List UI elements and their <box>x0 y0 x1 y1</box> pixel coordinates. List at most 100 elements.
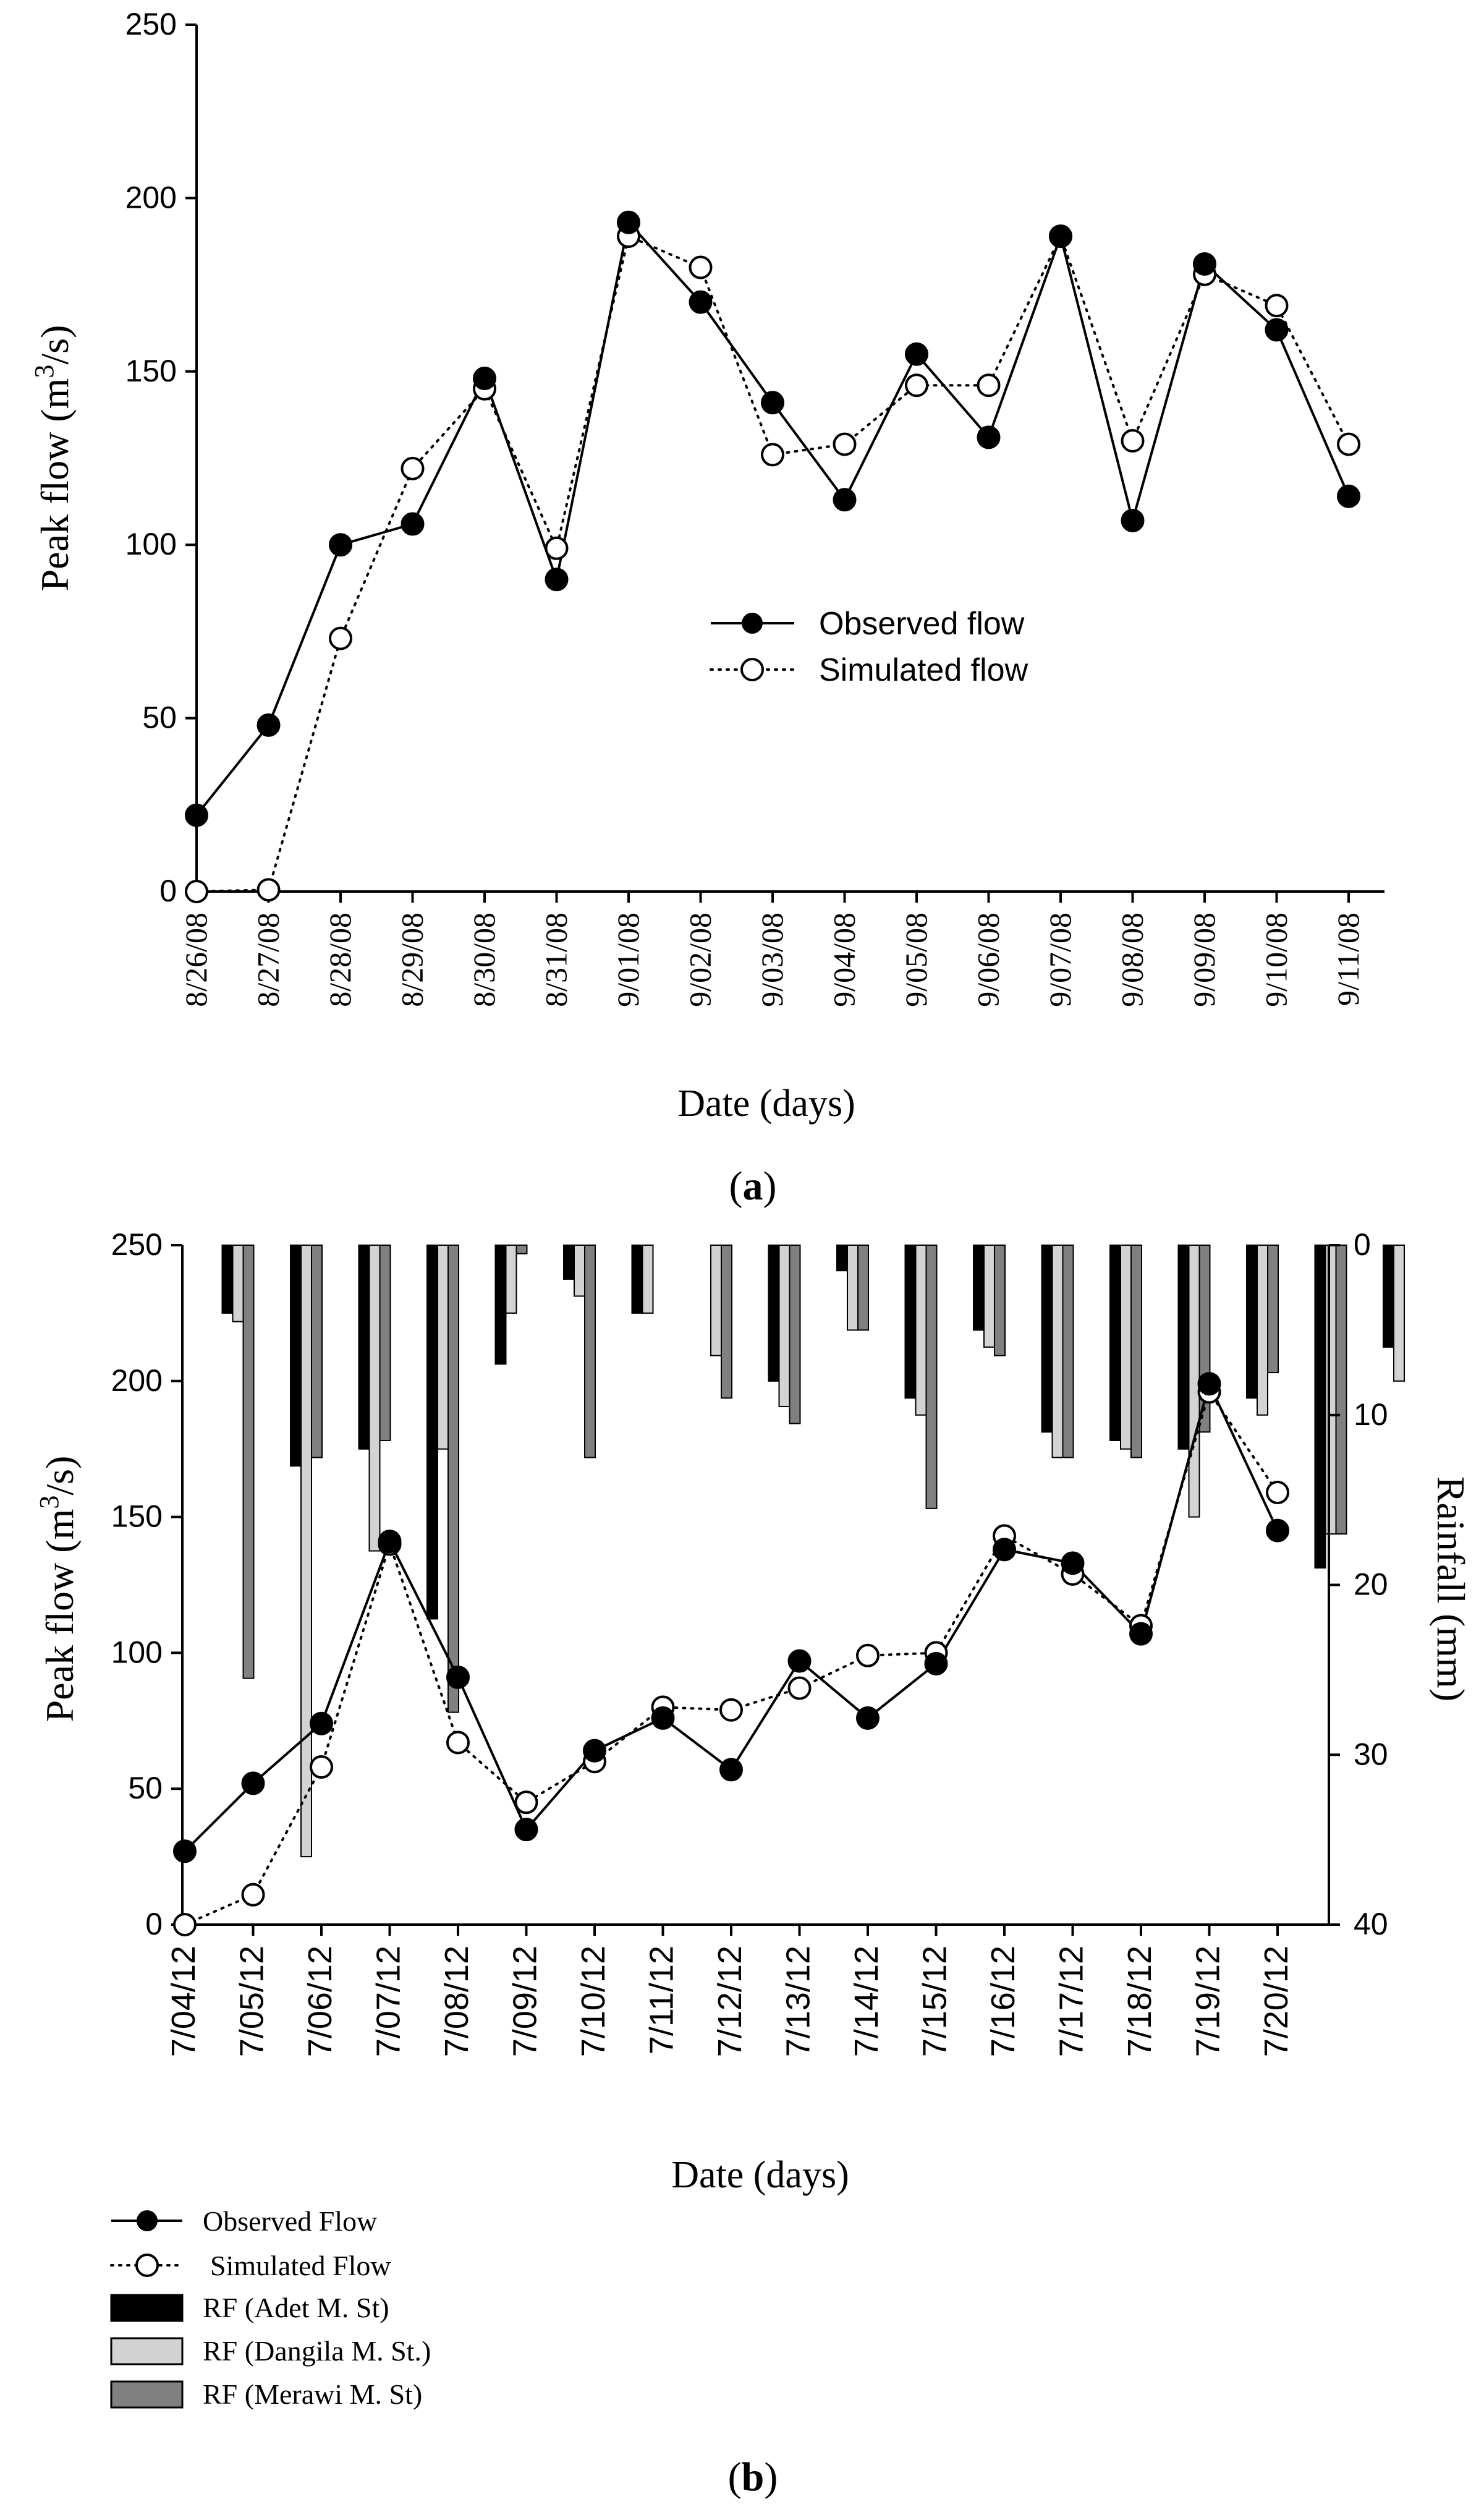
b-y2tick-label: 30 <box>1354 1737 1388 1771</box>
b-point-simulated <box>719 1698 743 1722</box>
a-xtick-label: 9/10/08 <box>1259 913 1294 1007</box>
a-xtick-label: 9/07/08 <box>1043 913 1077 1007</box>
b-legend-dangila-swatch <box>110 2337 184 2365</box>
b-point-observed <box>719 1758 743 1782</box>
a-xtick-label: 9/05/08 <box>899 913 933 1007</box>
b-ytick-label: 0 <box>145 1907 163 1941</box>
b-bar-dangila <box>1188 1245 1200 1518</box>
b-bar-merawi <box>1062 1245 1074 1458</box>
b-bar-merawi <box>515 1245 528 1254</box>
b-legend: Observed Flow Simulated Flow RF (Adet M.… <box>110 2205 431 2410</box>
a-point-observed <box>833 488 857 512</box>
panel-a: 0 50 100 150 200 250 8/26/08 8/27/08 8/28/08 8/2… <box>29 7 1384 1209</box>
b-bar-adet <box>290 1245 302 1467</box>
b-point-simulated <box>514 1790 538 1815</box>
b-point-observed <box>583 1739 606 1763</box>
b-legend-adet-label: RF (Adet M. St) <box>203 2292 389 2323</box>
a-point-observed <box>905 342 928 366</box>
b-point-observed <box>173 1839 197 1863</box>
a-legend-simulated-marker <box>740 658 764 681</box>
a-ytick-label: 50 <box>142 700 177 735</box>
b-point-observed <box>1061 1551 1085 1575</box>
b-bar-dangila <box>915 1245 927 1416</box>
b-bar-merawi <box>242 1245 255 1679</box>
a-line-observed <box>195 219 1350 816</box>
b-bar-merawi <box>379 1245 391 1441</box>
b-bar-dangila <box>710 1245 722 1356</box>
a-ytick-label: 150 <box>125 354 177 388</box>
b-y2-axis-label: Rainfall (mm) <box>1429 1476 1473 1701</box>
b-legend-simulated-marker <box>135 2254 159 2277</box>
a-point-simulated <box>257 878 281 902</box>
b-bar-dangila <box>1257 1245 1268 1416</box>
b-bar-merawi <box>857 1245 869 1331</box>
b-bar-adet <box>631 1245 643 1314</box>
b-legend-observed-marker <box>137 2210 158 2231</box>
a-point-observed <box>257 713 281 737</box>
a-point-simulated <box>833 432 857 456</box>
b-bar-adet <box>358 1245 370 1450</box>
a-xtick-label: 8/30/08 <box>467 913 501 1007</box>
b-bar-adet <box>1177 1245 1190 1450</box>
b-bar-dangila <box>300 1245 312 1858</box>
b-bar-adet <box>1041 1245 1053 1433</box>
b-xtick-label: 7/14/12 <box>848 1946 885 2057</box>
b-point-observed <box>241 1771 265 1795</box>
b-y-axis-label: Peak flow (m3/s) <box>34 1456 82 1722</box>
b-bar-dangila <box>847 1245 859 1331</box>
a-point-observed <box>689 290 713 314</box>
b-legend-merawi-label: RF (Merawi M. St) <box>203 2378 422 2410</box>
b-bar-merawi <box>789 1245 801 1424</box>
b-point-simulated <box>1266 1481 1289 1505</box>
b-bar-dangila <box>505 1245 517 1314</box>
b-point-observed <box>1129 1622 1153 1646</box>
b-bar-merawi <box>447 1245 459 1713</box>
b-point-simulated <box>241 1883 265 1907</box>
b-point-observed <box>651 1706 675 1730</box>
b-bar-merawi <box>584 1245 596 1458</box>
b-xtick-label: 7/11/12 <box>643 1946 681 2054</box>
b-bar-merawi <box>1130 1245 1142 1458</box>
b-xtick-label: 7/08/12 <box>438 1946 475 2057</box>
b-xtick-label: 7/20/12 <box>1258 1946 1295 2057</box>
b-point-observed <box>787 1649 812 1673</box>
a-point-observed <box>545 568 569 592</box>
a-y-axis-label: Peak flow (m3/s) <box>29 325 77 592</box>
b-bar-adet <box>426 1245 438 1620</box>
b-bar-adet <box>1314 1245 1326 1569</box>
b-bar-adet <box>221 1245 234 1314</box>
a-xtick-label: 9/04/08 <box>827 913 862 1007</box>
a-point-simulated <box>1265 294 1289 318</box>
a-ytick-label: 100 <box>125 527 177 561</box>
a-point-simulated <box>761 443 784 467</box>
a-ytick-label: 200 <box>125 180 177 215</box>
b-bar-merawi <box>994 1245 1006 1356</box>
a-point-observed <box>977 425 1001 449</box>
a-xtick-label: 8/31/08 <box>539 913 574 1007</box>
panel-b: 0 50 100 150 200 250 0 10 20 30 40 7/04/12 7/05/12… <box>34 1227 1473 2500</box>
b-xtick-label: 7/13/12 <box>780 1946 817 2057</box>
b-bar-merawi <box>1335 1245 1347 1535</box>
b-bar-adet <box>1246 1245 1258 1399</box>
a-point-simulated <box>1121 428 1145 453</box>
b-bar-merawi <box>311 1245 323 1458</box>
b-point-observed <box>310 1711 333 1735</box>
b-xtick-label: 7/07/12 <box>370 1946 407 2057</box>
b-bar-merawi <box>1267 1245 1279 1374</box>
b-bar-dangila <box>437 1245 449 1450</box>
b-xtick-label: 7/04/12 <box>165 1946 202 2057</box>
b-bar-adet <box>973 1245 985 1331</box>
b-bar-adet <box>494 1245 507 1365</box>
b-point-observed <box>856 1706 880 1730</box>
b-point-observed <box>446 1665 470 1689</box>
a-point-simulated <box>689 255 713 279</box>
b-legend-simulated-label: Simulated Flow <box>210 2250 391 2281</box>
b-bar-dangila <box>778 1245 791 1408</box>
a-legend-simulated-label: Simulated flow <box>819 652 1028 688</box>
b-xtick-label: 7/06/12 <box>302 1946 339 2057</box>
b-bar-adet <box>836 1245 848 1272</box>
b-line-simulated <box>184 1389 1279 1926</box>
b-ytick-label: 50 <box>128 1771 163 1805</box>
b-y2tick-label: 20 <box>1354 1567 1388 1602</box>
b-xtick-label: 7/17/12 <box>1053 1946 1090 2057</box>
